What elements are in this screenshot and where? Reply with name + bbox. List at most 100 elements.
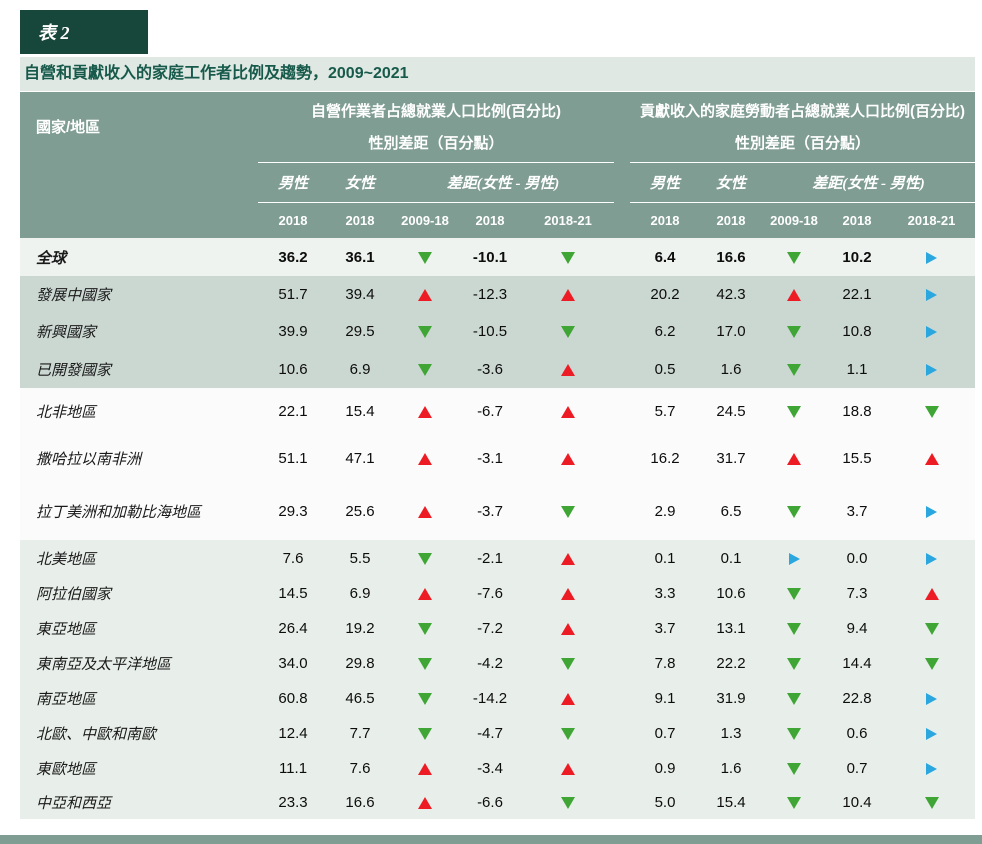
gap-value-cell: 10.2: [826, 238, 888, 276]
table-row: 南亞地區 60.8 46.5 -14.2 9.1 31.9 22.8: [20, 681, 975, 716]
trend-2009-18-cell: [762, 716, 826, 751]
trend-2018-21-cell: [522, 681, 614, 716]
female-value-cell: 1.3: [700, 716, 762, 751]
trend-2018-21-cell: [888, 751, 975, 786]
male-value-cell: 23.3: [258, 786, 328, 819]
row-label: 撒哈拉以南非洲: [20, 434, 258, 482]
table-row: 中亞和西亞 23.3 16.6 -6.6 5.0 15.4 10.4: [20, 786, 975, 819]
trend-2009-18-cell: [392, 276, 458, 313]
trend-2009-18-cell: [392, 786, 458, 819]
trend-up-icon: [787, 452, 801, 465]
year-header: 2018: [826, 202, 888, 238]
trend-up-icon: [561, 552, 575, 565]
trend-2009-18-cell: [762, 238, 826, 276]
trend-2018-21-cell: [522, 716, 614, 751]
group-separator: [614, 92, 630, 238]
gap-value-cell: 22.8: [826, 681, 888, 716]
table-number-tag: 表 2: [20, 10, 148, 54]
table-row: 全球 36.2 36.1 -10.1 6.4 16.6 10.2: [20, 238, 975, 276]
trend-down-icon: [787, 405, 801, 418]
female-value-cell: 15.4: [700, 786, 762, 819]
trend-2018-21-cell: [888, 350, 975, 388]
gap-value-cell: -12.3: [458, 276, 522, 313]
trend-2009-18-cell: [762, 276, 826, 313]
gap-value-cell: -6.7: [458, 388, 522, 434]
gap-value-cell: 18.8: [826, 388, 888, 434]
trend-down-icon: [787, 505, 801, 518]
trend-2018-21-cell: [888, 611, 975, 646]
table-header: 國家/地區 自營作業者占總就業人口比例(百分比) 性別差距（百分點） 貢獻收入的…: [20, 92, 975, 238]
female-value-cell: 47.1: [328, 434, 392, 482]
group-header-family-workers: 貢獻收入的家庭勞動者占總就業人口比例(百分比) 性別差距（百分點）: [630, 92, 975, 163]
male-value-cell: 34.0: [258, 646, 328, 681]
male-value-cell: 0.1: [630, 540, 700, 576]
male-value-cell: 7.8: [630, 646, 700, 681]
trend-2009-18-cell: [762, 388, 826, 434]
trend-2009-18-cell: [392, 716, 458, 751]
year-header: 2018: [630, 202, 700, 238]
female-value-cell: 5.5: [328, 540, 392, 576]
trend-down-icon: [418, 251, 432, 264]
female-value-cell: 1.6: [700, 350, 762, 388]
table-row: 東歐地區 11.1 7.6 -3.4 0.9 1.6 0.7: [20, 751, 975, 786]
trend-2009-18-cell: [762, 681, 826, 716]
group-separator-cell: [614, 238, 630, 276]
male-value-cell: 2.9: [630, 482, 700, 540]
female-value-cell: 46.5: [328, 681, 392, 716]
trend-2018-21-cell: [888, 646, 975, 681]
gap-value-cell: -2.1: [458, 540, 522, 576]
trend-up-icon: [418, 505, 432, 518]
female-value-cell: 17.0: [700, 313, 762, 350]
trend-up-icon: [561, 763, 575, 776]
table-number-label: 表 2: [38, 23, 70, 43]
group-separator-cell: [614, 646, 630, 681]
male-value-cell: 51.1: [258, 434, 328, 482]
trend-up-icon: [561, 452, 575, 465]
male-column-header: 男性: [258, 162, 328, 203]
trend-2018-21-cell: [522, 751, 614, 786]
trend-up-icon: [924, 588, 939, 601]
table-row: 東亞地區 26.4 19.2 -7.2 3.7 13.1 9.4: [20, 611, 975, 646]
male-value-cell: 36.2: [258, 238, 328, 276]
trend-2018-21-cell: [522, 786, 614, 819]
male-value-cell: 6.4: [630, 238, 700, 276]
male-value-cell: 0.9: [630, 751, 700, 786]
female-value-cell: 6.9: [328, 350, 392, 388]
trend-down-icon: [787, 763, 801, 776]
trend-down-icon: [418, 728, 432, 741]
table-row: 東南亞及太平洋地區 34.0 29.8 -4.2 7.8 22.2 14.4: [20, 646, 975, 681]
bottom-bar: [0, 835, 982, 844]
country-column-header: 國家/地區: [20, 92, 258, 238]
male-value-cell: 7.6: [258, 540, 328, 576]
female-value-cell: 13.1: [700, 611, 762, 646]
trend-2018-21-cell: [522, 388, 614, 434]
trend-2018-21-cell: [522, 576, 614, 611]
gap-value-cell: 9.4: [826, 611, 888, 646]
trend-up-icon: [418, 452, 432, 465]
row-label: 阿拉伯國家: [20, 576, 258, 611]
trend-flat-icon: [926, 326, 937, 339]
gap-value-cell: -3.1: [458, 434, 522, 482]
gap-column-header: 差距(女性 - 男性): [392, 162, 614, 203]
trend-up-icon: [561, 363, 575, 376]
trend-2009-18-cell: [392, 313, 458, 350]
group-separator-cell: [614, 388, 630, 434]
table-row: 北美地區 7.6 5.5 -2.1 0.1 0.1 0.0: [20, 540, 975, 576]
trend-flat-icon: [926, 505, 937, 518]
gap-column-header: 差距(女性 - 男性): [762, 162, 975, 203]
year-header: 2009-18: [392, 202, 458, 238]
row-label: 拉丁美洲和加勒比海地區: [20, 482, 258, 540]
trend-flat-icon: [926, 289, 937, 302]
group-subtitle: 性別差距（百分點）: [368, 135, 504, 152]
row-label: 發展中國家: [20, 276, 258, 313]
female-value-cell: 31.9: [700, 681, 762, 716]
trend-down-icon: [561, 505, 575, 518]
trend-down-icon: [418, 363, 432, 376]
trend-up-icon: [561, 588, 575, 601]
trend-down-icon: [561, 728, 575, 741]
trend-flat-icon: [926, 251, 937, 264]
table-title: 自營和貢獻收入的家庭工作者比例及趨勢，2009~2021: [24, 65, 409, 82]
trend-2018-21-cell: [888, 482, 975, 540]
female-column-header: 女性: [700, 162, 762, 203]
male-value-cell: 0.7: [630, 716, 700, 751]
